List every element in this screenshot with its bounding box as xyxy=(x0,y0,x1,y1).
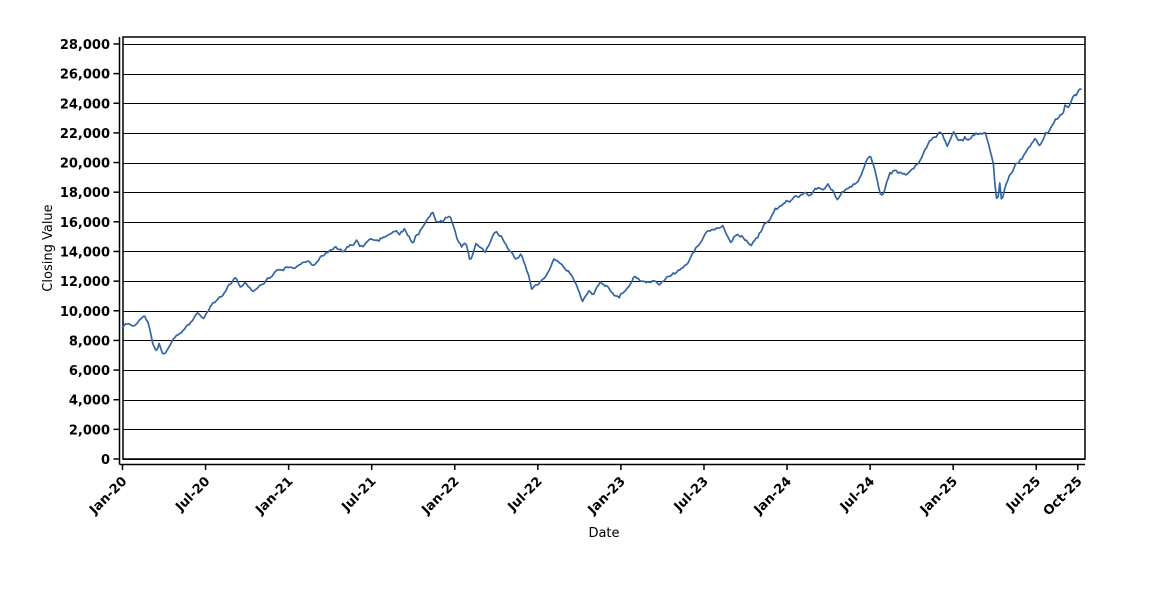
y-tick-label: 4,000 xyxy=(69,394,110,409)
y-tick-label: 2,000 xyxy=(69,423,110,438)
y-tick-label: 8,000 xyxy=(69,334,110,349)
y-tick-label: 20,000 xyxy=(60,157,110,172)
y-axis-title: Closing Value xyxy=(41,204,56,292)
y-tick-label: 28,000 xyxy=(60,38,110,53)
y-tick-label: 24,000 xyxy=(60,97,110,112)
axis-lines xyxy=(113,37,1085,470)
y-gridlines xyxy=(123,44,1085,460)
y-tick-label: 16,000 xyxy=(60,216,110,231)
y-tick-label: 26,000 xyxy=(60,68,110,83)
y-tick-label: 18,000 xyxy=(60,186,110,201)
y-tick-label: 0 xyxy=(101,453,110,468)
y-tick-label: 12,000 xyxy=(60,275,110,290)
closing-value-series-line xyxy=(121,88,1082,355)
y-tick-label: 10,000 xyxy=(60,305,110,320)
plot-frame xyxy=(122,36,1086,460)
y-tick-label: 6,000 xyxy=(69,364,110,379)
y-tick-label: 14,000 xyxy=(60,245,110,260)
y-tick-label: 22,000 xyxy=(60,127,110,142)
x-axis-title: Date xyxy=(588,526,620,541)
y-tick-labels: 0 2,000 4,000 6,000 8,000 10,000 12,000 14,000 1… xyxy=(60,38,110,468)
